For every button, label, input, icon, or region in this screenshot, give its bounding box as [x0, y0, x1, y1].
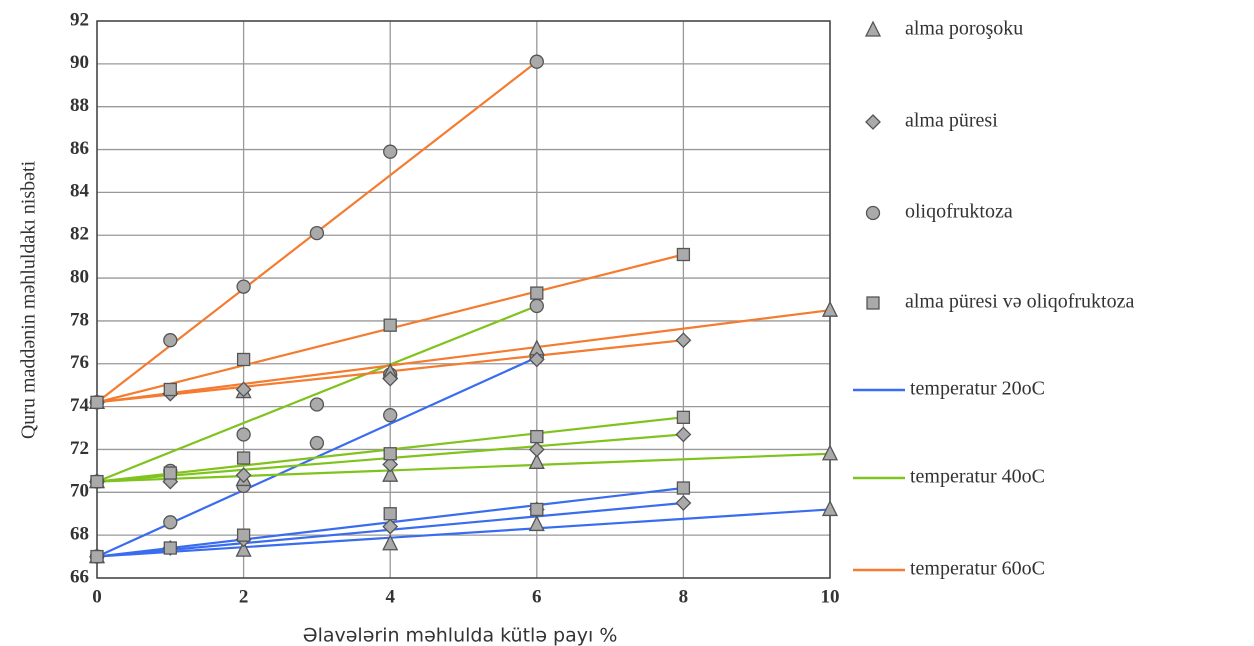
x-tick-label: 6 — [532, 586, 542, 607]
legend-label: oliqofruktoza — [905, 201, 1013, 223]
y-tick-label: 76 — [70, 352, 89, 373]
legend-label: alma püresi — [905, 110, 998, 132]
x-tick-label: 4 — [385, 586, 395, 607]
point — [309, 435, 325, 451]
point — [163, 515, 178, 530]
point — [236, 528, 251, 542]
point — [235, 467, 252, 484]
point — [529, 54, 544, 69]
x-tick-label: 2 — [239, 586, 249, 607]
point — [675, 332, 692, 349]
legend-marker — [865, 114, 881, 130]
y-tick-label: 78 — [70, 309, 89, 330]
point — [528, 441, 545, 458]
point — [90, 549, 104, 564]
x-tick-label: 0 — [92, 586, 102, 607]
y-tick-label: 86 — [70, 138, 89, 159]
point — [675, 426, 692, 443]
point — [163, 466, 177, 480]
y-tick-label: 88 — [70, 95, 89, 116]
point — [383, 144, 398, 159]
legend-label: temperatur 60oC — [910, 558, 1045, 580]
point — [236, 279, 251, 294]
point — [676, 481, 691, 495]
point — [383, 408, 398, 423]
point — [163, 333, 178, 348]
legend-marker — [866, 296, 880, 310]
point — [821, 444, 839, 461]
legend-label: temperatur 40oC — [910, 466, 1045, 488]
y-tick-label: 80 — [70, 266, 89, 287]
point — [90, 395, 104, 409]
point — [235, 381, 252, 398]
y-tick-label: 66 — [70, 566, 89, 587]
point — [528, 351, 545, 368]
trend-line — [96, 508, 831, 558]
point — [528, 514, 545, 532]
plot-border — [96, 20, 831, 579]
point — [90, 474, 104, 489]
point — [382, 465, 399, 482]
x-tick-label: 8 — [679, 586, 689, 607]
point — [309, 397, 325, 412]
point — [383, 507, 397, 521]
point — [675, 495, 692, 511]
point — [235, 540, 252, 557]
point — [309, 225, 325, 241]
y-tick-label: 70 — [70, 481, 89, 502]
y-tick-label: 82 — [70, 224, 89, 245]
point — [163, 541, 177, 555]
point — [382, 518, 399, 535]
y-tick-label: 68 — [70, 524, 89, 545]
y-axis-label: Quru maddənin məhluldakı nisbəti — [18, 160, 40, 439]
point — [676, 247, 691, 262]
legend-marker — [864, 20, 882, 37]
point — [382, 370, 399, 387]
y-tick-label: 72 — [70, 438, 89, 459]
point — [676, 410, 691, 424]
point — [383, 318, 397, 332]
point — [163, 382, 177, 397]
x-tick-label: 10 — [821, 586, 840, 607]
point — [236, 427, 251, 442]
x-axis-label: Əlavələrin məhlulda kütlə payı % — [303, 625, 618, 646]
point — [383, 447, 397, 461]
point — [530, 502, 544, 517]
y-tick-label: 84 — [70, 181, 90, 202]
point — [382, 456, 399, 473]
trend-line — [96, 309, 831, 404]
trend-line — [96, 452, 831, 483]
legend-marker — [865, 205, 881, 221]
point — [530, 429, 544, 444]
point — [529, 298, 544, 314]
y-tick-label: 90 — [70, 52, 89, 73]
point — [821, 499, 839, 517]
point — [528, 452, 545, 469]
point — [236, 352, 251, 367]
legend-label: alma püresi və oliqofruktoza — [905, 291, 1134, 313]
point — [821, 300, 839, 317]
y-tick-label: 92 — [70, 9, 89, 30]
legend-label: alma poroşoku — [905, 18, 1023, 40]
y-tick-label: 74 — [70, 395, 90, 416]
point — [236, 451, 251, 465]
point — [382, 534, 399, 551]
trend-line — [96, 304, 538, 483]
legend-label: temperatur 20oC — [910, 378, 1045, 400]
point — [530, 286, 544, 300]
